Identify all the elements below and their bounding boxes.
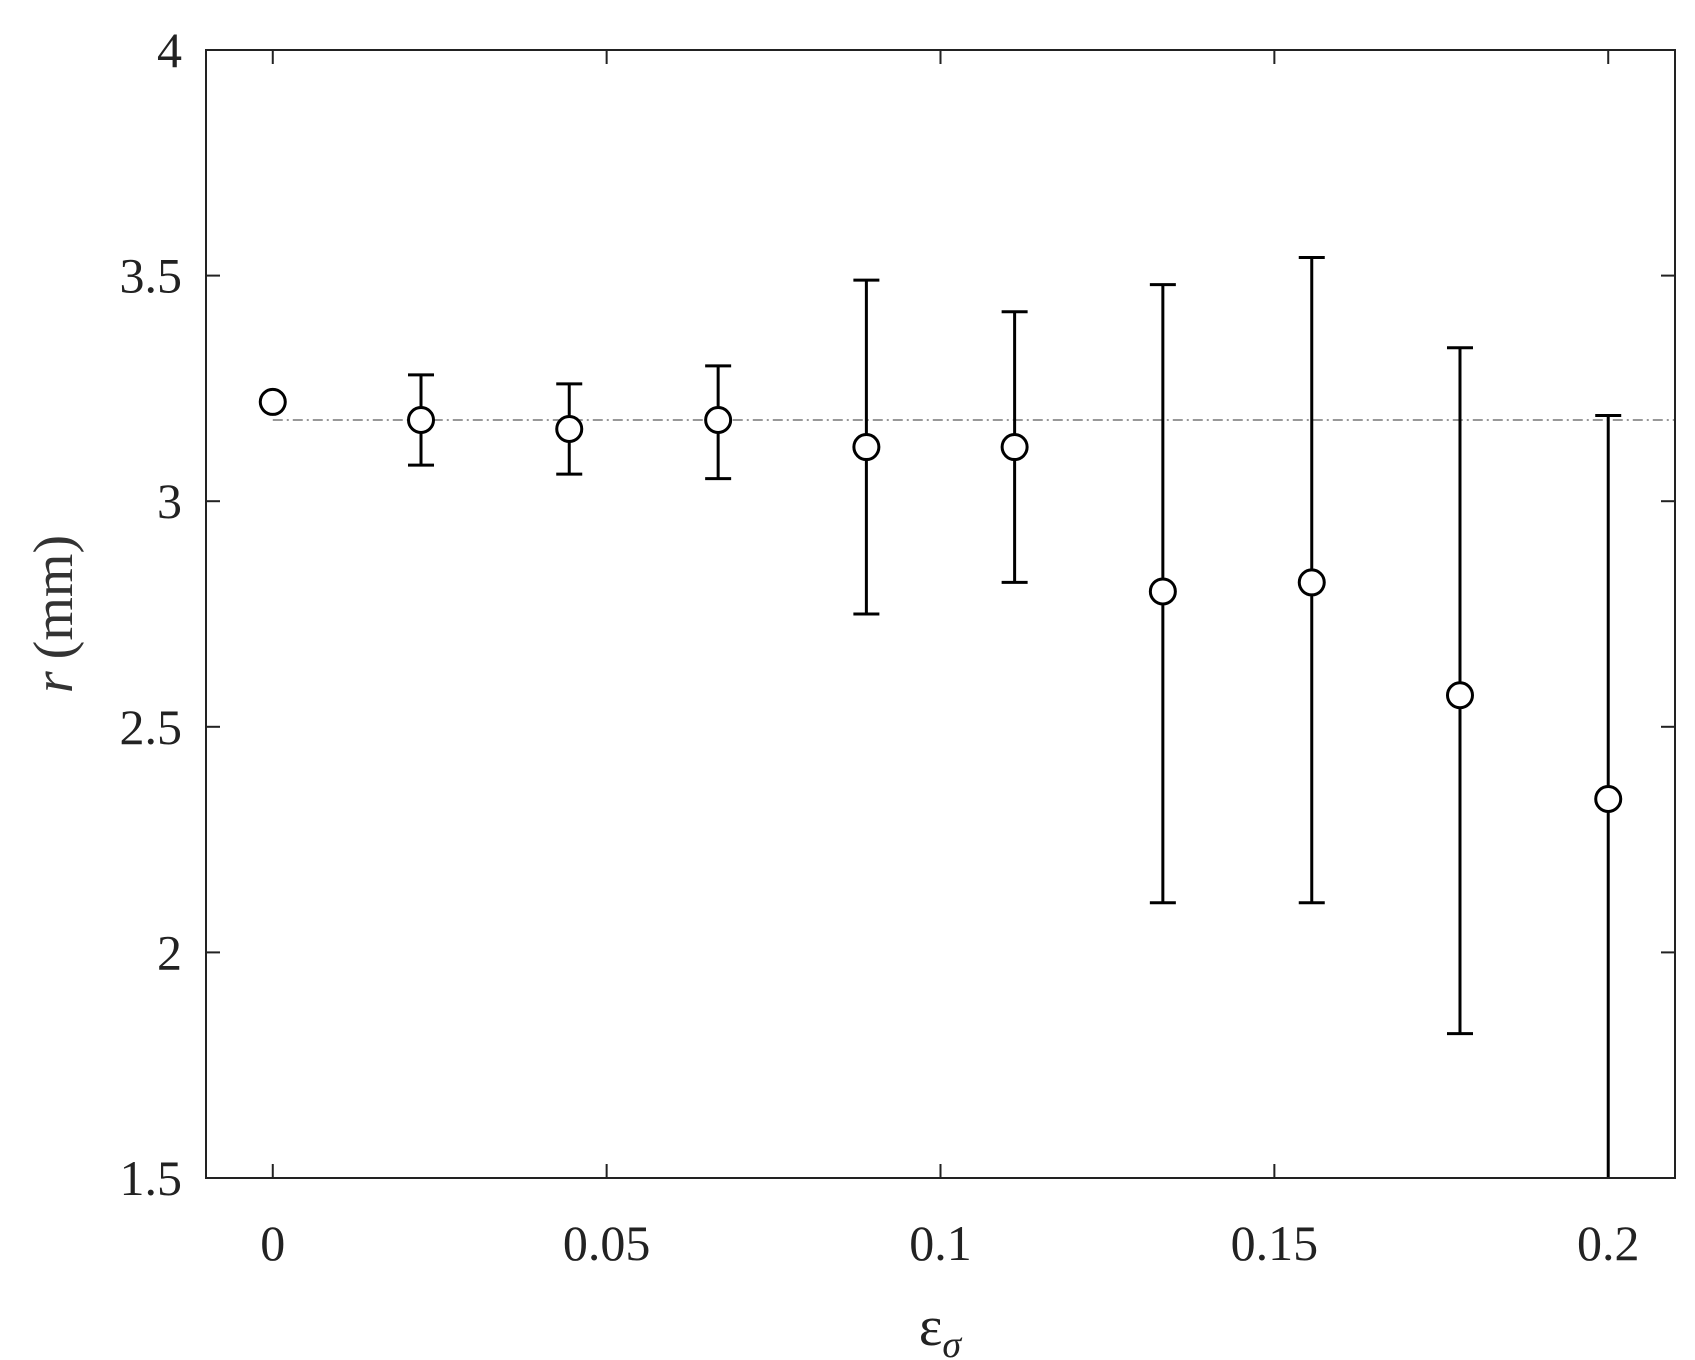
data-point	[555, 415, 584, 444]
y-tick-label: 3	[157, 473, 182, 529]
y-tick-labels: 1.5 2 2.5 3 3.5 4	[120, 22, 183, 1206]
data-point	[852, 433, 881, 462]
data-point	[1297, 568, 1326, 597]
data-point	[407, 405, 436, 434]
x-tick-label: 0	[260, 1215, 285, 1271]
data-point	[1445, 681, 1474, 710]
y-tick-label: 2	[157, 924, 182, 980]
y-tick-label: 2.5	[120, 699, 183, 755]
data-layer	[258, 256, 1623, 1178]
y-tick-label: 1.5	[120, 1150, 183, 1206]
x-tick-labels: 0 0.05 0.1 0.15 0.2	[260, 1215, 1639, 1271]
data-point	[1148, 577, 1177, 606]
plot-frame	[205, 49, 1676, 1179]
y-axis-label: r (mm)	[23, 535, 85, 693]
y-tick-label: 4	[157, 22, 182, 78]
plot-background	[206, 50, 1675, 1178]
data-point	[1000, 433, 1029, 462]
x-axis-label-subscript: σ	[942, 1324, 962, 1360]
data-point	[1594, 784, 1623, 813]
x-tick-label: 0.1	[909, 1215, 972, 1271]
x-tick-label: 0.2	[1577, 1215, 1640, 1271]
x-axis-label: εσ	[919, 1296, 963, 1360]
data-point	[704, 405, 733, 434]
data-point	[258, 387, 287, 416]
x-tick-label: 0.05	[563, 1215, 651, 1271]
y-axis-label-unit: (mm)	[23, 535, 85, 659]
y-axis-label-variable: r	[23, 671, 85, 693]
y-tick-label: 3.5	[120, 248, 183, 304]
x-axis-label-main: ε	[919, 1296, 943, 1358]
x-tick-label: 0.15	[1231, 1215, 1319, 1271]
